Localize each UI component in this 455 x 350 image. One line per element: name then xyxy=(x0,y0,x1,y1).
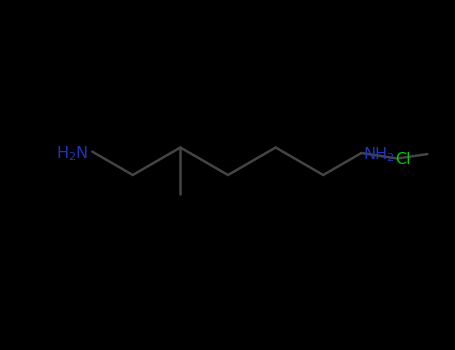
Text: NH$_2$: NH$_2$ xyxy=(364,146,395,164)
Text: H$_2$N: H$_2$N xyxy=(56,144,88,163)
Text: Cl: Cl xyxy=(395,152,411,167)
